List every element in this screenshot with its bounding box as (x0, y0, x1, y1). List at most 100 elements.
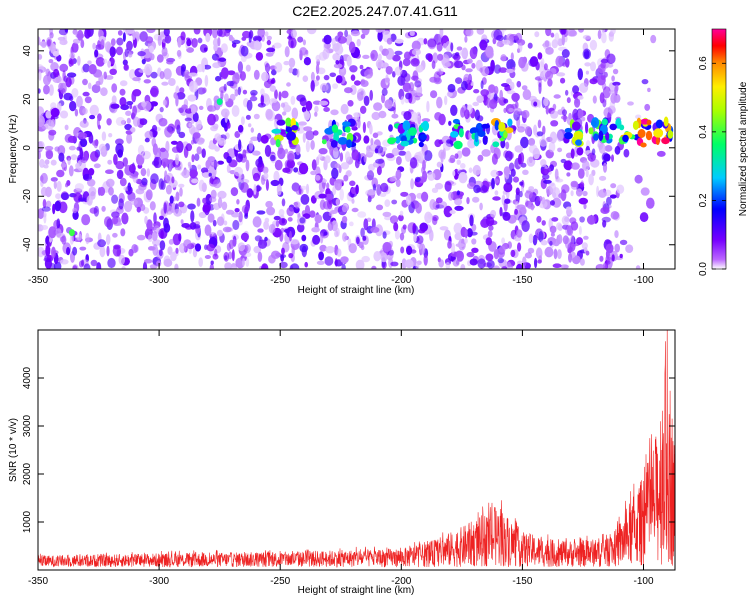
spectrogram-cell (503, 166, 511, 177)
spectrogram-cell (200, 167, 209, 174)
spectrogram-cell (268, 224, 276, 234)
spectrogram-cell (450, 104, 458, 116)
spectrogram-cell (45, 200, 52, 208)
spectrogram-y-ticks: -40 -20 0 20 40 (22, 45, 675, 252)
spectrogram-cell (521, 110, 530, 119)
spectrogram-cell (556, 222, 562, 230)
spectrogram-cell (174, 165, 182, 171)
spectrogram-cell (529, 56, 539, 67)
spectrogram-cell (538, 82, 542, 95)
spectrogram-cell (257, 251, 263, 262)
spectrogram-cell (227, 70, 236, 76)
spectrogram-cell (76, 146, 81, 151)
spectrogram-cell (320, 83, 329, 92)
spectrogram-cell (240, 178, 250, 184)
spectrogram-cell (485, 253, 494, 262)
spectrogram-cell (427, 54, 433, 62)
spectrogram-cell (335, 198, 340, 206)
spectrogram-cell (212, 219, 217, 227)
spectrogram-frame (37, 28, 676, 270)
spectrogram-cell (544, 40, 550, 48)
spectrogram-cell (347, 100, 354, 107)
spectrogram-cell (340, 103, 349, 115)
spectrogram-cell (137, 51, 146, 57)
spectrogram-cell (103, 58, 108, 64)
spectrogram-cell (82, 107, 88, 115)
snr-y-tick-label: 1000 (22, 510, 33, 533)
spectrogram-cell (162, 99, 167, 106)
spectrogram-cell (382, 241, 392, 252)
spectrogram-cell (274, 62, 283, 73)
spectrogram-cell (72, 29, 78, 35)
spectrogram-cell (471, 223, 477, 232)
spectrogram-cell (40, 172, 48, 184)
spectrogram-cell (126, 117, 131, 124)
spectrogram-cell (197, 164, 202, 170)
spectrogram-cell (80, 138, 88, 148)
spectrogram-cell (105, 75, 114, 80)
spectrogram-cell (187, 203, 196, 210)
spectrogram-cell (55, 228, 62, 238)
spectrogram-cell (385, 66, 393, 75)
colorbar-label: Normalized spectral amplitude (738, 81, 749, 216)
spectrogram-ridge-cell (387, 137, 397, 143)
spectrogram-cell (488, 84, 496, 93)
spectrogram-cell (153, 225, 160, 234)
spectrogram-x-tick-label: -250 (270, 275, 290, 286)
spectrogram-cell (380, 182, 389, 193)
spectrogram-cell (570, 180, 579, 188)
spectrogram-cell (231, 249, 235, 262)
spectrogram-cell (357, 91, 364, 102)
spectrogram-cell (236, 199, 240, 205)
spectrogram-cell (144, 137, 150, 143)
spectrogram-cell (257, 29, 266, 38)
spectrogram-cell (454, 232, 463, 241)
spectrogram-cell (550, 32, 555, 38)
spectrogram-ridge-cell (453, 140, 463, 150)
spectrogram-cell (286, 159, 296, 169)
spectrogram-cell (588, 173, 594, 186)
spectrogram-cell (569, 217, 577, 224)
spectrogram-cell (266, 47, 276, 53)
spectrogram-ridge-cell (661, 137, 670, 145)
spectrogram-cell (431, 187, 439, 193)
spectrogram-cell (144, 130, 154, 140)
spectrogram-cell (230, 187, 239, 197)
spectrogram-cell (41, 206, 51, 212)
spectrogram-cell (394, 38, 404, 44)
spectrogram-cell (282, 111, 287, 116)
spectrogram-cell (411, 75, 419, 81)
spectrogram-cell (543, 179, 552, 184)
spectrogram-cell (159, 71, 165, 80)
snr-x-tick-label: -100 (634, 576, 654, 587)
spectrogram-ridge-cell (276, 119, 286, 126)
spectrogram-cell (127, 182, 132, 192)
spectrogram-cell (59, 39, 68, 46)
spectrogram-cell (105, 169, 114, 174)
spectrogram-ridge-cell (400, 135, 407, 142)
spectrogram-cell (240, 182, 249, 193)
spectrogram-cell (602, 86, 611, 99)
spectrogram-cell (513, 107, 522, 116)
spectrogram-cell (142, 261, 148, 269)
spectrogram-cell (555, 178, 564, 183)
spectrogram-cell (601, 216, 611, 223)
spectrogram-cell (91, 84, 101, 94)
spectrogram-cell (38, 54, 43, 60)
spectrogram-ridge-cell (321, 139, 327, 145)
spectrogram-cell (271, 69, 277, 76)
spectrogram-cell (299, 47, 308, 56)
spectrogram-cell (600, 207, 610, 214)
spectrogram-cell (153, 212, 157, 225)
spectrogram-cell (476, 95, 484, 103)
spectrogram-cell (253, 245, 262, 254)
spectrogram-cell (280, 227, 285, 233)
spectrogram-cell (382, 211, 392, 217)
spectrogram-cell (319, 100, 329, 106)
spectrogram-cell (516, 80, 522, 88)
spectrogram-cell (340, 256, 349, 264)
spectrogram-cell (332, 53, 341, 61)
spectrogram-cell (590, 61, 596, 72)
spectrogram-cell (151, 124, 158, 133)
spectrogram-cell (399, 232, 405, 241)
